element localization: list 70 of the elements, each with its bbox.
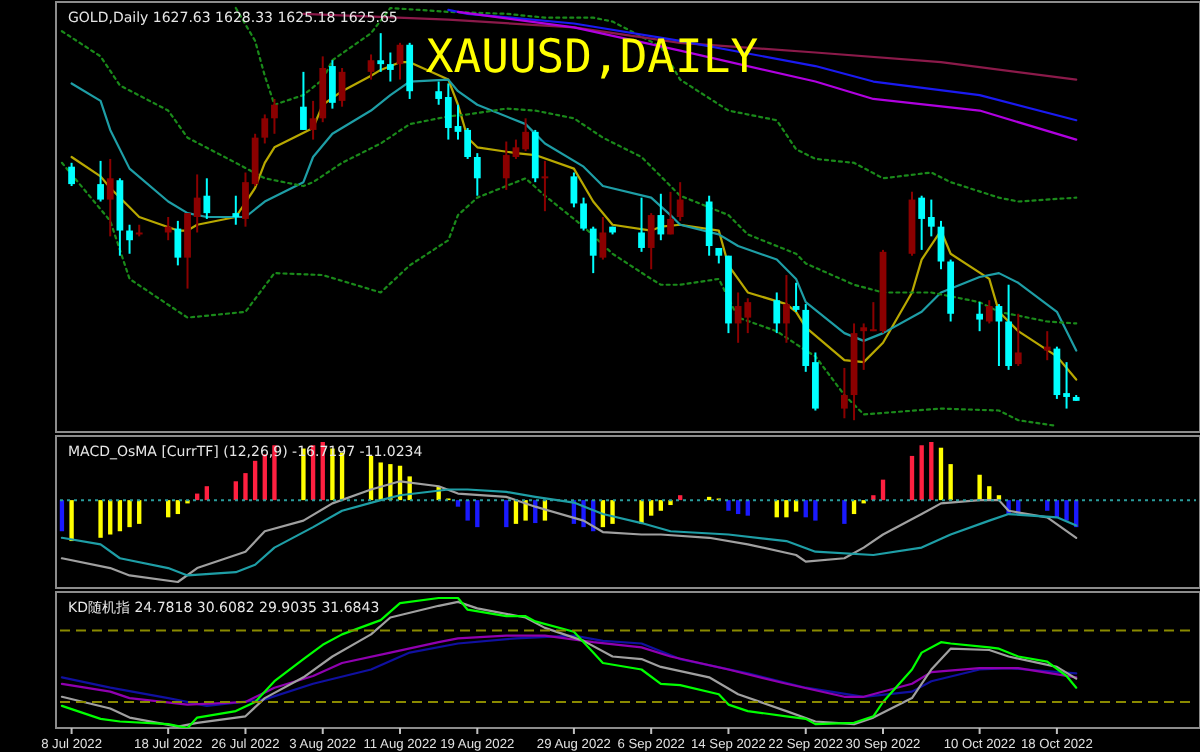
candlestick xyxy=(300,70,307,131)
candlestick xyxy=(705,194,713,257)
candlestick xyxy=(676,181,684,222)
bar xyxy=(1045,500,1050,511)
candlestick xyxy=(1005,283,1012,371)
candlestick xyxy=(386,51,394,83)
candlestick xyxy=(406,41,414,100)
bar xyxy=(137,500,142,524)
candlestick xyxy=(203,177,211,220)
bar xyxy=(948,464,953,501)
candlestick xyxy=(773,291,781,335)
bar xyxy=(977,474,982,501)
bar xyxy=(735,500,741,515)
candlestick xyxy=(647,212,655,271)
candlestick xyxy=(783,274,790,344)
bar xyxy=(465,500,470,521)
bar xyxy=(108,500,113,535)
candlestick xyxy=(271,97,278,135)
candlestick xyxy=(377,32,385,73)
bar xyxy=(793,500,799,512)
candlestick xyxy=(667,190,674,236)
bar xyxy=(175,500,181,515)
candlestick xyxy=(1014,312,1022,368)
candlestick xyxy=(657,192,665,242)
candlestick xyxy=(97,159,104,203)
candlestick xyxy=(164,216,172,242)
candlestick xyxy=(473,152,481,197)
bar xyxy=(1064,500,1069,521)
bar xyxy=(69,500,74,542)
bar xyxy=(784,500,789,518)
bar xyxy=(475,500,480,528)
candlestick xyxy=(985,299,993,325)
bar xyxy=(98,500,103,538)
candlestick xyxy=(841,366,848,420)
bar xyxy=(504,500,509,528)
candlestick xyxy=(309,99,317,141)
candlestick xyxy=(1043,330,1051,362)
candlestick xyxy=(580,196,587,232)
candlestick xyxy=(589,225,597,275)
candlestick xyxy=(792,281,800,313)
candlestick xyxy=(976,301,983,333)
bar xyxy=(842,500,847,524)
bar xyxy=(127,500,132,528)
bar xyxy=(117,500,123,532)
candlestick xyxy=(638,196,645,253)
bar xyxy=(726,500,731,511)
bar xyxy=(649,500,654,516)
candlestick xyxy=(367,53,375,81)
candlestick xyxy=(261,113,269,145)
bar xyxy=(919,445,924,501)
bar xyxy=(813,500,818,521)
bar xyxy=(243,473,248,501)
bar xyxy=(455,500,461,507)
candlestick xyxy=(126,223,133,255)
candlestick xyxy=(329,59,336,110)
bar xyxy=(909,455,915,501)
candlestick xyxy=(995,303,1003,368)
candlestick xyxy=(599,216,607,261)
bar xyxy=(938,447,944,501)
candlestick xyxy=(232,194,240,226)
bar xyxy=(745,500,750,516)
bar xyxy=(252,460,258,501)
candlestick xyxy=(106,157,114,238)
bar xyxy=(677,495,683,501)
candlestick xyxy=(531,128,539,184)
candlestick xyxy=(174,219,182,267)
candlestick xyxy=(68,161,75,188)
bar xyxy=(929,442,934,501)
bar xyxy=(658,500,664,511)
bar xyxy=(59,500,65,532)
